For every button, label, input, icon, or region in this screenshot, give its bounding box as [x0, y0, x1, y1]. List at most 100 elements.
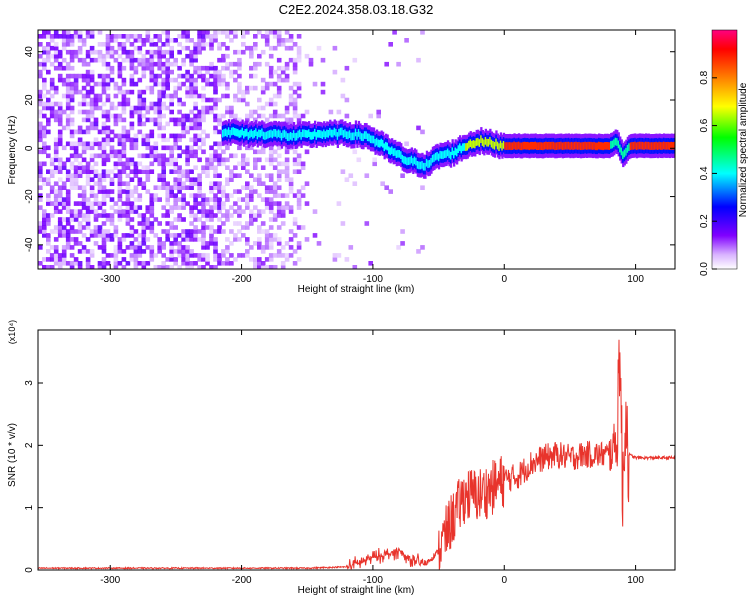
heatmap-cell [157, 177, 162, 182]
heatmap-cell [181, 173, 186, 178]
heatmap-cell [97, 181, 103, 186]
heatmap-cell [237, 253, 242, 258]
heatmap-cell [42, 93, 47, 99]
heatmap-cell [288, 57, 294, 63]
heatmap-cell [73, 257, 79, 262]
heatmap-cell [169, 257, 174, 262]
heatmap-cell [185, 89, 190, 95]
heatmap-cell [53, 65, 59, 71]
heatmap-cell [89, 209, 95, 214]
heatmap-cell [197, 65, 202, 71]
ridge-cell [445, 150, 448, 158]
heatmap-cell [38, 69, 43, 75]
heatmap-cell [81, 38, 87, 43]
heatmap-cell [169, 157, 174, 163]
heatmap-cell [145, 105, 151, 111]
heatmap-cell [85, 101, 91, 107]
ridge-cell [545, 141, 548, 150]
heatmap-cell [292, 217, 298, 222]
heatmap-cell [161, 65, 166, 71]
heatmap-cell [46, 117, 51, 123]
heatmap-cell [193, 93, 198, 99]
heatmap-cell [89, 57, 95, 63]
heatmap-cell [201, 149, 206, 155]
ridge-cell [240, 129, 243, 138]
ridge-cell [474, 140, 477, 149]
heatmap-cell [169, 161, 174, 167]
heatmap-cell [65, 97, 71, 103]
ridge-cell [653, 142, 657, 150]
heatmap-cell [61, 217, 67, 222]
heatmap-cell [276, 57, 282, 63]
ridge-cell [478, 139, 481, 147]
ridge-cell [649, 142, 652, 150]
ridge-cell [386, 142, 389, 151]
heatmap-cell [101, 201, 107, 206]
heatmap-cell [181, 121, 186, 127]
heatmap-cell [53, 197, 59, 202]
x-tick-label: -200 [232, 575, 252, 586]
heatmap-cell [57, 129, 63, 135]
heatmap-cell [141, 53, 147, 59]
ridge-cell [442, 151, 445, 159]
heatmap-cell [73, 85, 79, 91]
heatmap-cell [213, 34, 218, 39]
heatmap-cell [97, 189, 103, 194]
heatmap-cell [209, 109, 214, 115]
heatmap-cell [157, 113, 162, 119]
heatmap-cell [284, 109, 290, 115]
heatmap-cell [249, 73, 254, 79]
heatmap-cell [105, 125, 111, 131]
heatmap-cell [213, 105, 218, 111]
heatmap-cell [197, 113, 202, 119]
heatmap-cell [137, 197, 143, 202]
snr-frame [37, 329, 676, 571]
heatmap-cell [65, 237, 71, 242]
heatmap-cell [53, 169, 59, 174]
heatmap-cell [77, 57, 83, 63]
heatmap-cell [229, 193, 234, 198]
heatmap-cell [292, 109, 298, 115]
heatmap-cell [93, 225, 99, 230]
heatmap-cell [49, 257, 55, 262]
heatmap-cell [185, 30, 190, 35]
heatmap-cell [105, 97, 111, 103]
heatmap-cell [221, 42, 226, 47]
heatmap-cell [205, 257, 210, 262]
heatmap-cell [42, 161, 47, 167]
ridge-cell [456, 148, 459, 157]
heatmap-cell [153, 42, 159, 47]
ridge-cell [318, 130, 321, 138]
heatmap-cell [73, 53, 79, 59]
heatmap-cell [229, 69, 234, 75]
ridge-cell [670, 141, 673, 150]
heatmap-cell [49, 157, 55, 163]
heatmap-cell [69, 105, 75, 111]
ridge-cell [501, 142, 504, 151]
heatmap-cell [137, 161, 143, 167]
heatmap-cell [165, 61, 170, 67]
heatmap-cell [217, 261, 222, 266]
heatmap-cell [237, 81, 242, 87]
heatmap-cell [38, 121, 43, 127]
heatmap-cell [49, 161, 55, 167]
x-tick-label: -100 [363, 575, 383, 586]
x-tick-label: 0 [501, 274, 507, 285]
heatmap-cell [201, 193, 206, 198]
heatmap-cell [217, 229, 222, 234]
heatmap-cell [225, 93, 230, 99]
heatmap-cell [205, 197, 210, 202]
heatmap-cell [241, 233, 246, 238]
heatmap-cell [264, 229, 270, 234]
ridge-cell [425, 158, 429, 167]
heatmap-cell [209, 105, 214, 111]
heatmap-cell [233, 93, 238, 99]
heatmap-cell [137, 233, 143, 238]
heatmap-cell [245, 145, 250, 151]
bottom-x-axis: -300 -200 -100 0 100 [100, 330, 644, 586]
heatmap-cell [89, 105, 95, 111]
heatmap-cell [69, 217, 75, 222]
heatmap-cell [364, 221, 370, 226]
ridge-cell [383, 143, 386, 152]
